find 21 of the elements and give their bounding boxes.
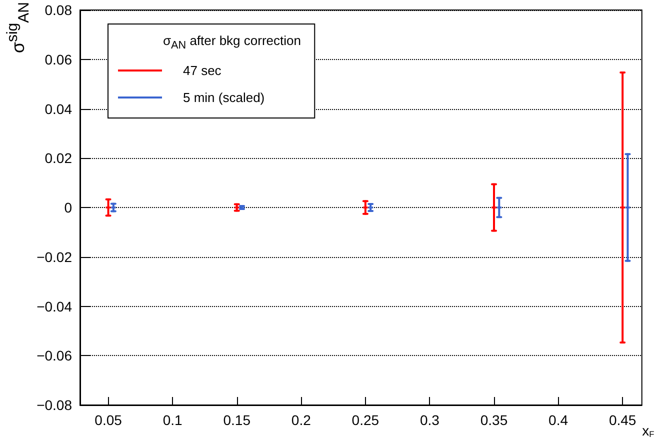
legend-title: σ$_{AN}$ after bkg correction [163,33,301,52]
y-tick-label: 0.04 [44,100,72,117]
y-tick-label: −0.04 [36,298,72,314]
x-tick-label: 0.35 [480,412,508,428]
x-tick-label: 0.45 [608,412,636,428]
y-tick-label: 0.06 [44,51,72,68]
x-tick-label: 0.4 [548,412,568,428]
x-tick-label: 0.25 [352,412,380,428]
x-tick-label: 0.3 [420,412,440,428]
x-tick-label: 0.15 [223,412,251,428]
y-tick-label: 0 [64,200,72,216]
y-tick-label: −0.08 [36,397,72,413]
y-tick-label: −0.02 [36,248,72,265]
y-tick-label: −0.06 [36,348,72,364]
x-tick-label: 0.1 [162,412,183,428]
legend-label: 5 min (scaled) [183,90,265,105]
y-tick-label: 0.08 [44,2,72,18]
x-tick-label: 0.05 [94,412,122,428]
legend-label: 47 sec [183,63,222,78]
x-tick-label: 0.2 [291,412,312,428]
y-tick-label: 0.02 [44,150,72,166]
